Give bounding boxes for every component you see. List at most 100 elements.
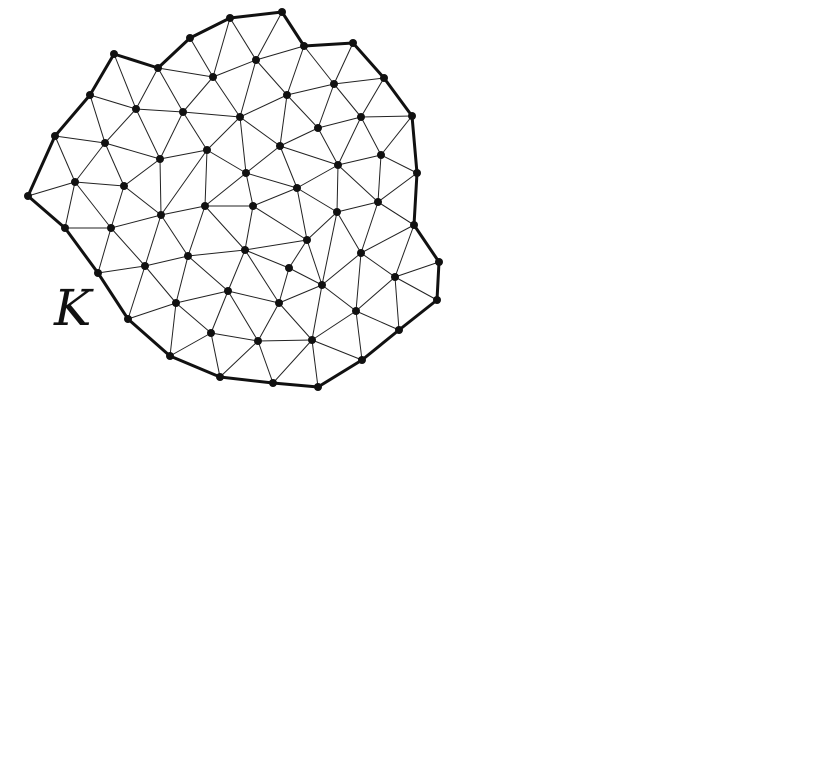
mesh-vertex: [201, 202, 209, 210]
mesh-vertex: [156, 155, 164, 163]
mesh-edge: [74, 181, 125, 187]
mesh-vertex: [203, 146, 211, 154]
mesh-edge: [296, 187, 308, 241]
mesh-edge: [123, 158, 161, 187]
mesh-edge: [244, 249, 290, 269]
mesh-edge: [159, 111, 184, 160]
mesh-edge: [212, 17, 231, 78]
mesh-vertex: [186, 34, 194, 42]
mesh-edge: [64, 181, 76, 229]
mesh-vertex: [352, 307, 360, 315]
mesh-edge: [336, 164, 339, 213]
mesh-vertex: [358, 356, 366, 364]
mesh-vertex: [433, 296, 441, 304]
mesh-vertex: [410, 221, 418, 229]
mesh-edge: [97, 265, 146, 274]
mesh-edge: [239, 116, 247, 174]
mesh-vertex: [413, 169, 421, 177]
mesh-vertex: [278, 8, 286, 16]
mesh-edge: [210, 332, 221, 378]
mesh-vertex: [86, 91, 94, 99]
mesh-vertex: [141, 262, 149, 270]
mesh-edge: [54, 135, 106, 144]
mesh-edge: [296, 164, 339, 189]
mesh-vertex: [61, 224, 69, 232]
mesh-edge: [333, 42, 354, 85]
mesh-edge: [394, 224, 415, 278]
mesh-edge: [311, 339, 363, 361]
mesh-edge: [110, 185, 125, 229]
mesh-edge: [135, 108, 161, 160]
mesh-edge: [333, 83, 362, 118]
mesh-edge: [110, 214, 162, 229]
mesh-edge: [157, 67, 214, 78]
mesh-edge: [104, 142, 125, 187]
mesh-edge: [394, 261, 440, 278]
mesh-edge: [321, 252, 362, 286]
mesh-vertex: [391, 273, 399, 281]
mesh-edge: [306, 211, 338, 241]
mesh-edge: [113, 53, 137, 110]
mesh-edge: [311, 284, 323, 341]
mesh-edge: [377, 201, 415, 226]
mesh-vertex: [132, 105, 140, 113]
mesh-edge: [160, 214, 189, 257]
mesh-edge: [311, 339, 319, 388]
mesh-vertex: [357, 113, 365, 121]
mesh-edge: [255, 45, 305, 61]
mesh-edge: [127, 265, 146, 320]
mesh-vertex: [435, 258, 443, 266]
mesh-vertex: [300, 42, 308, 50]
mesh-edge: [377, 154, 382, 203]
mesh-vertex: [318, 281, 326, 289]
mesh-edge: [394, 276, 438, 301]
mesh-vertex: [71, 178, 79, 186]
mesh-edge: [286, 83, 335, 96]
mesh-edge: [337, 116, 362, 166]
mesh-edge: [227, 290, 280, 304]
mesh-edge: [257, 302, 280, 342]
mesh-vertex: [236, 113, 244, 121]
mesh-edge: [317, 116, 362, 129]
mesh-edge: [336, 211, 362, 254]
mesh-vertex: [224, 287, 232, 295]
mesh-edge: [206, 149, 247, 174]
mesh-edge: [204, 149, 208, 207]
mesh-edge: [227, 290, 259, 342]
mesh-edge: [212, 76, 241, 118]
mesh-vertex: [314, 124, 322, 132]
mesh-vertex: [285, 264, 293, 272]
mesh-edge: [104, 142, 161, 160]
mesh-edge: [135, 108, 184, 113]
mesh-edge: [279, 127, 319, 147]
mesh-edge: [159, 149, 208, 160]
mesh-edge: [394, 276, 400, 331]
mesh-vertex: [252, 56, 260, 64]
mesh-edge: [187, 205, 206, 257]
mesh-vertex: [408, 112, 416, 120]
mesh-edge: [244, 249, 280, 304]
mesh-vertex: [374, 198, 382, 206]
mesh-edge: [336, 201, 379, 213]
mesh-vertex: [330, 80, 338, 88]
mesh-edge: [110, 227, 146, 267]
mesh-edge: [229, 17, 257, 61]
mesh-edge: [204, 205, 246, 251]
mesh-vertex: [209, 73, 217, 81]
mesh-vertex: [207, 329, 215, 337]
mesh-vertex: [124, 315, 132, 323]
mesh-edge: [169, 332, 212, 357]
mesh-edge: [355, 310, 400, 331]
mesh-vertex: [269, 379, 277, 387]
mesh-vertex: [334, 161, 342, 169]
mesh-edge: [360, 116, 382, 156]
mesh-vertex: [101, 139, 109, 147]
mesh-vertex: [275, 299, 283, 307]
mesh-vertex: [166, 352, 174, 360]
mesh-edge: [74, 181, 112, 229]
region-label-k: K: [54, 279, 92, 337]
mesh-vertex: [333, 208, 341, 216]
mesh-edge: [321, 211, 338, 286]
mesh-vertex: [380, 74, 388, 82]
mesh-edge: [27, 181, 76, 197]
